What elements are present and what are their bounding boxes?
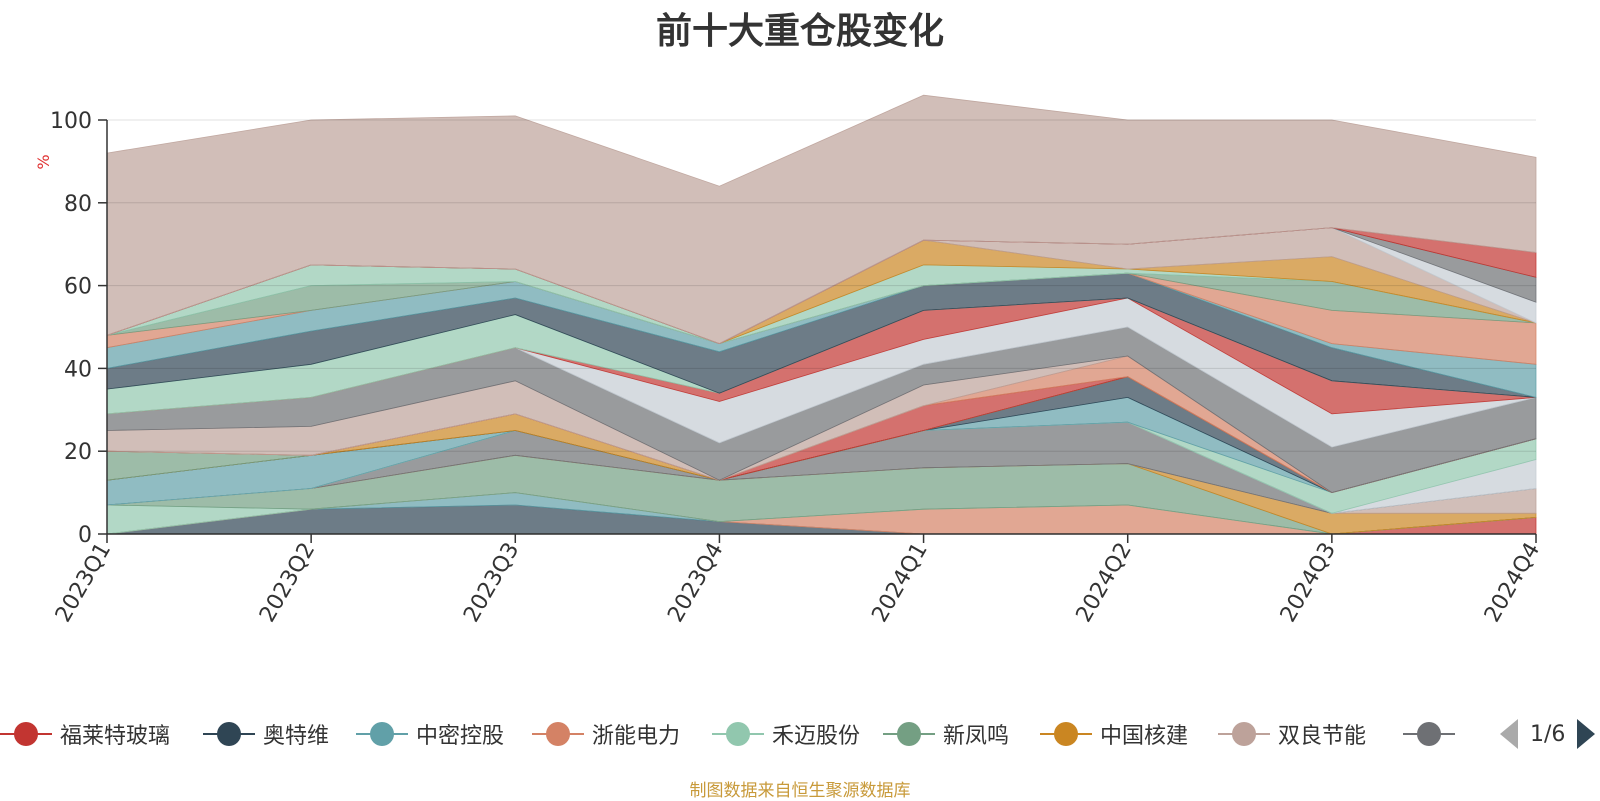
- legend-label: 华: [1463, 718, 1464, 750]
- axes: [106, 120, 1536, 535]
- legend-marker-icon: [712, 720, 764, 748]
- legend-marker-icon: [1218, 720, 1270, 748]
- x-axis-ticks: 2023Q1 2023Q2 2023Q3 2023Q4 2024Q1 2024Q2 2024…: [51, 534, 1545, 627]
- legend-prev-arrow-icon[interactable]: [1500, 719, 1518, 749]
- legend-label: 奥特维: [263, 724, 330, 749]
- x-tick-label-2024Q4: 2024Q4: [1480, 539, 1545, 627]
- area-series-32: [106, 94, 1537, 345]
- legend-item-0[interactable]: 福莱特玻璃: [0, 716, 170, 752]
- x-tick-label-2023Q4: 2023Q4: [663, 539, 728, 627]
- legend-label: 双良节能: [1278, 724, 1367, 749]
- legend-next-arrow-icon[interactable]: [1577, 719, 1596, 749]
- legend-marker-icon: [883, 720, 935, 748]
- legend: 福莱特玻璃 奥特维 中密控股 浙能电力 禾迈股份 新凤鸣 中国核建 双良节能 华: [0, 716, 1600, 756]
- legend-items: 福莱特玻璃 奥特维 中密控股 浙能电力 禾迈股份 新凤鸣 中国核建 双良节能 华: [0, 716, 1464, 756]
- legend-item-7[interactable]: 双良节能: [1218, 716, 1366, 752]
- y-tick-label-20: 20: [64, 440, 92, 465]
- legend-item-6[interactable]: 中国核建: [1040, 716, 1188, 752]
- area-series-layer: [106, 94, 1537, 535]
- legend-pager: 1/6: [1500, 716, 1596, 752]
- legend-item-1[interactable]: 奥特维: [203, 716, 329, 752]
- legend-marker-icon: [1403, 720, 1455, 748]
- legend-marker-icon: [532, 720, 584, 748]
- x-tick-label-2023Q1: 2023Q1: [51, 539, 116, 627]
- y-unit-label: %: [34, 154, 53, 169]
- y-tick-label-0: 0: [78, 523, 92, 548]
- legend-item-4[interactable]: 禾迈股份: [712, 716, 860, 752]
- y-tick-label-100: 100: [50, 109, 92, 134]
- x-tick-label-2023Q2: 2023Q2: [255, 539, 320, 627]
- legend-item-5[interactable]: 新凤鸣: [883, 716, 1009, 752]
- legend-marker-icon: [356, 720, 408, 748]
- legend-label: 福莱特玻璃: [60, 724, 171, 749]
- legend-item-3[interactable]: 浙能电力: [532, 716, 680, 752]
- x-tick-label-2024Q2: 2024Q2: [1072, 539, 1137, 627]
- legend-item-2[interactable]: 中密控股: [356, 716, 504, 752]
- legend-marker-icon: [203, 720, 255, 748]
- source-note: 制图数据来自恒生聚源数据库: [689, 781, 911, 801]
- x-tick-label-2024Q3: 2024Q3: [1276, 539, 1341, 627]
- y-axis-ticks: 0 20 40 60 80 100: [50, 109, 1536, 548]
- chart-title: 前十大重仓股变化: [655, 11, 944, 52]
- legend-label: 中国核建: [1100, 724, 1189, 749]
- legend-marker-icon: [0, 720, 52, 748]
- x-tick-label-2023Q3: 2023Q3: [459, 539, 524, 627]
- x-tick-label-2024Q1: 2024Q1: [867, 539, 932, 627]
- y-tick-label-60: 60: [64, 275, 92, 300]
- y-tick-label-40: 40: [64, 357, 92, 382]
- legend-label: 新凤鸣: [943, 724, 1010, 749]
- legend-label: 中密控股: [416, 724, 505, 749]
- y-tick-label-80: 80: [64, 192, 92, 217]
- legend-marker-icon: [1040, 720, 1092, 748]
- legend-item-8[interactable]: 华: [1403, 716, 1464, 752]
- legend-label: 禾迈股份: [772, 724, 861, 749]
- legend-label: 浙能电力: [592, 724, 681, 749]
- legend-page-indicator: 1/6: [1530, 721, 1566, 747]
